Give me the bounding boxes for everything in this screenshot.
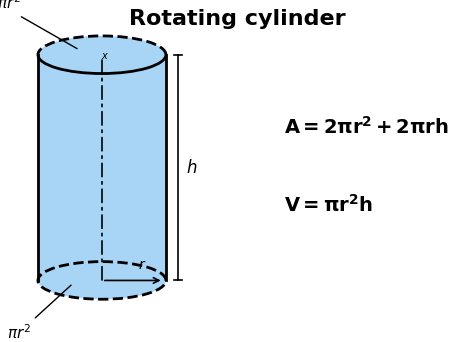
- Ellipse shape: [38, 262, 166, 299]
- Text: x: x: [101, 51, 107, 62]
- Text: h: h: [186, 159, 197, 176]
- Ellipse shape: [38, 36, 166, 74]
- Text: $\mathbf{V = \pi r^2 h}$: $\mathbf{V = \pi r^2 h}$: [284, 194, 373, 216]
- Text: $\mathbf{A = 2\pi r^2 + 2\pi rh}$: $\mathbf{A = 2\pi r^2 + 2\pi rh}$: [284, 116, 449, 137]
- Text: $\pi r^2$: $\pi r^2$: [7, 323, 31, 342]
- Text: $\pi r^2$: $\pi r^2$: [0, 0, 21, 12]
- Polygon shape: [38, 55, 166, 280]
- Text: r: r: [139, 258, 145, 272]
- Text: Rotating cylinder: Rotating cylinder: [128, 9, 346, 28]
